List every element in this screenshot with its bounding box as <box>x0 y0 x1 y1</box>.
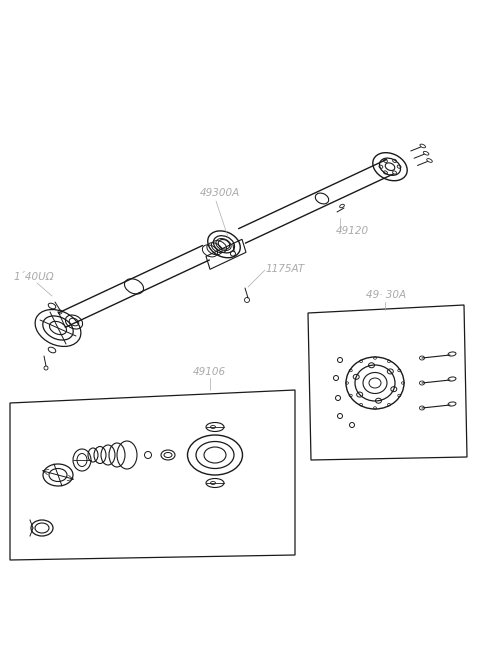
Text: 49120: 49120 <box>336 226 369 236</box>
Text: 49106: 49106 <box>193 367 226 377</box>
Text: 49· 30A: 49· 30A <box>366 290 406 300</box>
Text: 1´40UΩ: 1´40UΩ <box>14 272 55 282</box>
Text: 1175AT: 1175AT <box>266 264 305 274</box>
Text: 49300A: 49300A <box>200 188 240 198</box>
